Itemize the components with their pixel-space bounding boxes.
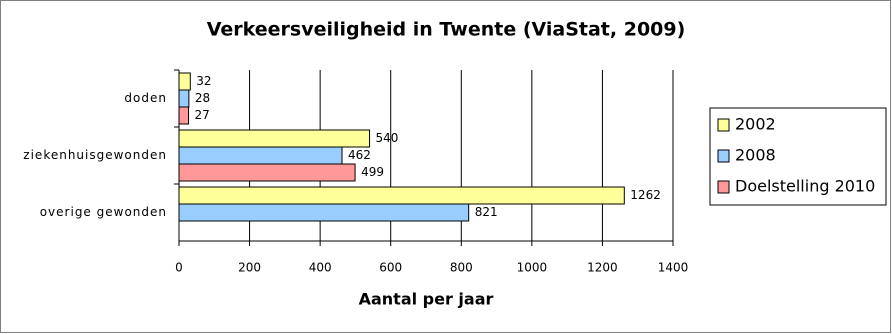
bar	[178, 72, 191, 91]
bar	[178, 146, 343, 165]
x-tick-label: 600	[379, 261, 402, 275]
x-tick-label: 200	[238, 261, 261, 275]
bar	[178, 89, 190, 108]
value-label: 27	[195, 108, 210, 122]
bar	[178, 203, 470, 222]
value-label: 32	[196, 74, 211, 88]
legend-label: 2008	[735, 146, 776, 165]
legend-swatch	[717, 118, 730, 132]
x-tick-label: 1000	[517, 261, 548, 275]
value-label: 1262	[630, 188, 661, 202]
value-label: 499	[361, 165, 384, 179]
x-axis-title: Aantal per jaar	[359, 290, 494, 309]
legend-label: Doelstelling 2010	[735, 177, 875, 196]
bar	[178, 106, 190, 125]
bar	[178, 129, 371, 148]
bar	[178, 186, 625, 205]
value-label: 28	[195, 91, 210, 105]
chart-title: Verkeersveiligheid in Twente (ViaStat, 2…	[207, 19, 686, 41]
legend-label: 2002	[735, 115, 776, 134]
value-label: 462	[348, 148, 371, 162]
bar	[178, 163, 356, 182]
y-tick-label: ziekenhuisgewonden	[23, 148, 167, 162]
x-tick-label: 1200	[587, 261, 618, 275]
y-tick-label: doden	[124, 91, 167, 105]
value-label: 821	[475, 205, 498, 219]
x-tick-label: 0	[175, 261, 183, 275]
legend-box	[709, 107, 887, 206]
legend-swatch	[717, 180, 730, 194]
legend-swatch	[717, 149, 730, 163]
value-label: 540	[376, 131, 399, 145]
x-tick-label: 1400	[658, 261, 689, 275]
y-tick-label: overige gewonden	[40, 205, 167, 219]
x-tick-label: 800	[450, 261, 473, 275]
x-tick-label: 400	[309, 261, 332, 275]
